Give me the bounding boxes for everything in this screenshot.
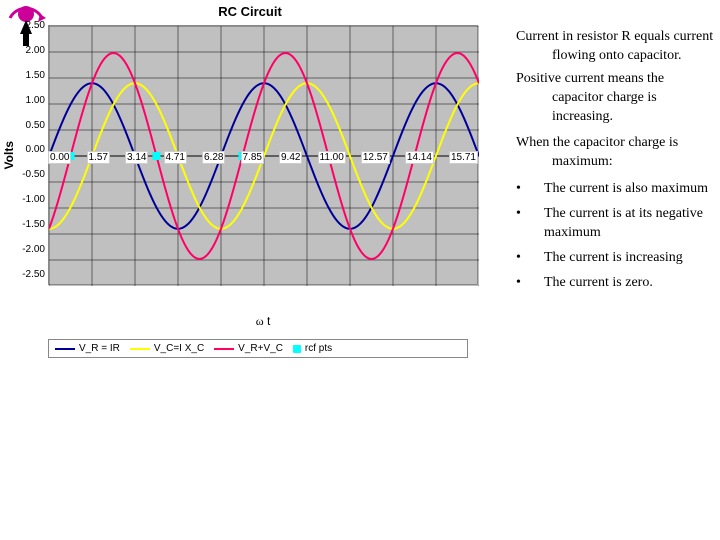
y-axis-ticks: 2.50 2.00 1.50 1.00 0.50 0.00 -0.50 -1.00 -1.50 -… [18, 20, 48, 280]
para-1: Current in resistor R equals current flo… [504, 28, 716, 66]
y-tick: -1.00 [18, 194, 45, 205]
y-tick: 0.50 [18, 120, 45, 131]
options-list: •The current is also maximum •The current… [504, 180, 716, 292]
legend: V_R = IR V_C=I X_C V_R+V_C rcf pts [48, 339, 468, 358]
option-item: •The current is also maximum [516, 180, 716, 199]
text-panel: Current in resistor R equals current flo… [500, 0, 720, 540]
legend-item: V_R = IR [55, 343, 120, 354]
chart-panel: RC Circuit Volts 2.50 2.00 1.50 1.00 0.50 0.0… [0, 0, 500, 540]
x-tick: 0.00 [48, 151, 71, 164]
y-axis-label: Volts [0, 141, 18, 169]
option-item: •The current is increasing [516, 249, 716, 268]
y-tick: 2.50 [18, 20, 45, 31]
x-tick: 11.00 [318, 151, 346, 164]
y-tick: -0.50 [18, 169, 45, 180]
para-2: Positive current means the capacitor cha… [504, 70, 716, 127]
y-tick: 2.00 [18, 45, 45, 56]
x-tick: 15.71 [449, 151, 478, 164]
chart-title: RC Circuit [0, 4, 500, 19]
y-tick: 1.00 [18, 95, 45, 106]
y-tick: -1.50 [18, 219, 45, 230]
x-tick: 9.42 [279, 151, 302, 164]
x-tick: 3.14 [125, 151, 148, 164]
legend-item: rcf pts [293, 343, 332, 354]
x-tick: 12.57 [361, 151, 390, 164]
legend-item: V_R+V_C [214, 343, 283, 354]
question: When the capacitor charge is maximum: [504, 134, 716, 172]
x-axis-label: ω t [48, 314, 478, 329]
y-tick: 1.50 [18, 70, 45, 81]
x-tick: 6.28 [202, 151, 225, 164]
x-tick: 7.85 [241, 151, 264, 164]
option-item: •The current is at its negative maximum [516, 205, 716, 243]
x-tick: 1.57 [87, 151, 110, 164]
option-item: •The current is zero. [516, 274, 716, 293]
y-tick: -2.00 [18, 244, 45, 255]
y-tick: -2.50 [18, 269, 45, 280]
x-tick: 14.14 [405, 151, 434, 164]
legend-item: V_C=I X_C [130, 343, 204, 354]
x-axis-ticks: 0.00 1.57 3.14 4.71 6.28 7.85 9.42 11.00 12.57 14… [48, 151, 478, 164]
x-tick: 4.71 [164, 151, 187, 164]
y-tick: 0.00 [18, 144, 45, 155]
